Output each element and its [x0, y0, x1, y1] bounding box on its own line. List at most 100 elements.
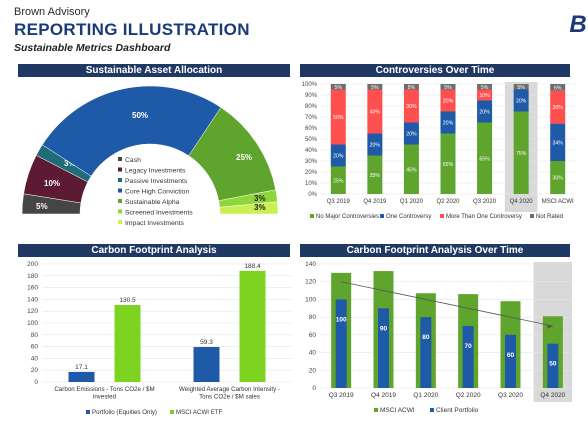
y-tick-label: 0 [34, 379, 38, 386]
bar-not-rated [513, 84, 529, 90]
bar-not-rated [367, 84, 383, 90]
slice-label-impact-investments: 3% [254, 203, 266, 212]
data-label: 6% [554, 85, 562, 91]
y-tick-label: 180 [27, 273, 38, 280]
x-tick-label: Carbon Emissions - Tons CO2e / $M [54, 386, 154, 393]
data-label: 5% [444, 85, 452, 91]
y-tick-label: 40 [309, 350, 317, 357]
y-tick-label: 40% [305, 148, 318, 154]
legend-label-msci-acwi-etf: MSCI ACWI ETF [176, 409, 223, 416]
report-subtitle: Sustainable Metrics Dashboard [14, 42, 171, 54]
x-tick-label: Q1 2020 [413, 392, 438, 399]
data-label: 20% [516, 99, 527, 105]
data-label: 20% [333, 154, 344, 160]
x-tick-label: Q3 2020 [473, 199, 497, 205]
data-label: 65% [479, 156, 490, 162]
data-label: 50% [333, 115, 344, 121]
bar-one-controversy [330, 144, 346, 167]
bar-one-controversy [440, 111, 456, 134]
bar-client-portfolio [505, 334, 516, 388]
data-label: 100 [336, 316, 347, 323]
slice-label-screened-investments: 3% [254, 194, 266, 203]
bar-not-rated [440, 84, 456, 90]
legend-label-msci-acwi: MSCI ACWI [380, 407, 415, 414]
y-tick-label: 80 [309, 314, 317, 321]
data-label: 10% [479, 93, 490, 99]
legend-label-not-rated: Not Rated [536, 214, 563, 220]
y-tick-label: 10% [305, 181, 318, 187]
slice-label-cash: 5% [36, 202, 48, 211]
y-tick-label: 100% [302, 82, 318, 88]
legend-swatch-msci-acwi [374, 408, 378, 412]
legend-swatch-no-major-controversies [310, 214, 314, 218]
legend-swatch-more-than-one-controversy [440, 214, 444, 218]
controversies-header: Controversies Over Time [300, 64, 570, 77]
y-tick-label: 0 [312, 385, 316, 392]
legend-swatch-legacy-investments [118, 167, 122, 172]
x-tick-label: Q4 2019 [371, 392, 396, 399]
bar-no-major-controversies [330, 166, 346, 194]
trendline-arrowhead [546, 324, 553, 329]
x-tick-label: Q4 2019 [363, 199, 387, 205]
bar-no-major-controversies [367, 155, 383, 194]
bar-msci-acwi-etf [239, 270, 266, 382]
data-label: 55% [443, 162, 454, 168]
y-tick-label: 120 [305, 279, 316, 286]
data-label: 75% [516, 151, 527, 157]
legend-swatch-core-high-conviction [118, 188, 122, 193]
data-label: 35% [370, 173, 381, 179]
slice-label-legacy-investments: 10% [44, 179, 60, 188]
bar-one-controversy [477, 100, 493, 123]
y-tick-label: 30% [305, 159, 318, 165]
bar-not-rated [403, 84, 419, 90]
carbon-over-time-header: Carbon Footprint Analysis Over Time [300, 244, 570, 257]
legend-label-screened-investments: Screened Investments [125, 210, 193, 217]
legend-swatch-not-rated [530, 214, 534, 218]
slice-label-passive-investments: 3% [64, 159, 76, 168]
legend-label-client-portfolio: Client Portfolio [436, 407, 479, 414]
data-label: 20% [406, 132, 417, 138]
y-tick-label: 70% [305, 115, 318, 121]
bar-not-rated [550, 84, 566, 91]
bar-one-controversy [367, 133, 383, 156]
bar-more-than-one-controversy [367, 89, 383, 134]
x-tick-label: MSCI ACWI [542, 199, 574, 205]
x-tick-label: Q4 2020 [540, 392, 565, 399]
bar-no-major-controversies [550, 161, 566, 194]
bar-client-portfolio [547, 343, 559, 388]
data-label: 17.1 [75, 364, 88, 371]
controversies-chart: 0% 10% 20% 30% 40% 50% 60% 70% 80% 90% 100% 25% 20% 5… [302, 82, 576, 220]
bar-client-portfolio [462, 326, 474, 388]
bar-no-major-controversies [513, 111, 529, 194]
y-tick-label: 20 [309, 367, 317, 374]
y-tick-label: 60% [305, 126, 318, 132]
y-tick-label: 90% [305, 93, 318, 99]
x-tick-label: Q3 2020 [498, 392, 523, 399]
y-tick-label: 140 [27, 296, 38, 303]
company-name: Brown Advisory [14, 6, 90, 18]
y-tick-label: 60 [309, 332, 317, 339]
data-label: 5% [371, 85, 379, 91]
bar-not-rated [477, 84, 493, 90]
y-tick-label: 100 [305, 296, 316, 303]
bar-more-than-one-controversy [477, 89, 493, 101]
legend-swatch-one-controversy [380, 214, 384, 218]
data-label: 188.4 [244, 263, 261, 270]
legend-label-core-high-conviction: Core High Conviction [125, 189, 189, 196]
legend-label-cash: Cash [125, 157, 141, 164]
data-label: 5% [408, 85, 416, 91]
y-tick-label: 40 [31, 355, 39, 362]
legend-label-no-major-controversies: No Major Controversies [316, 214, 379, 220]
report-title: REPORTING ILLUSTRATION [14, 20, 250, 39]
data-label: 70 [465, 343, 473, 350]
report-header: Brown Advisory REPORTING ILLUSTRATION Su… [14, 6, 588, 56]
bar-one-controversy [550, 123, 566, 161]
data-label: 5% [335, 85, 343, 91]
data-label: 40% [370, 110, 381, 116]
y-tick-label: 60 [31, 344, 39, 351]
legend-swatch-impact-investments [118, 220, 122, 224]
carbon-footprint-chart: 0 20 40 60 80 100 120 140 160 180 200 17.1 130.5 Carb… [27, 261, 292, 416]
legend-swatch-screened-investments [118, 209, 122, 214]
data-label: 20% [443, 121, 454, 127]
bar-one-controversy [513, 89, 529, 112]
